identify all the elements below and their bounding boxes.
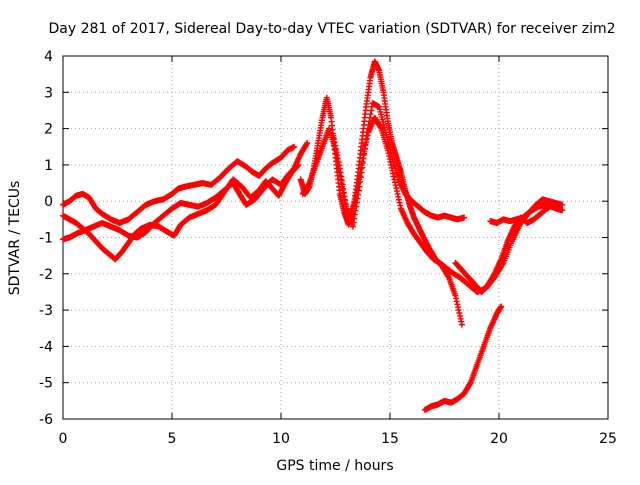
chart-title: Day 281 of 2017, Sidereal Day-to-day VTE…	[49, 21, 616, 37]
x-tick-label: 25	[599, 431, 617, 447]
y-tick-label: -4	[39, 339, 53, 355]
grid-layer	[63, 56, 608, 419]
data-point-track-3	[304, 140, 311, 147]
data-point-track-9	[559, 201, 566, 208]
y-tick-label: 0	[44, 194, 53, 210]
x-tick-label: 5	[168, 431, 177, 447]
x-tick-label: 15	[381, 431, 399, 447]
x-tick-label: 20	[490, 431, 508, 447]
x-tick-labels: 0 5 10 15 20 25	[59, 431, 617, 447]
data-points	[60, 58, 566, 413]
x-tick-label: 0	[59, 431, 68, 447]
data-point-track-4	[458, 321, 465, 328]
data-point-track-7	[498, 303, 505, 310]
y-tick-label: -3	[39, 303, 53, 319]
x-tick-label: 10	[272, 431, 290, 447]
y-tick-labels: -6 -5 -4 -3 -2 -1 0 1 2 3 4	[39, 49, 53, 428]
tick-layer	[62, 55, 609, 420]
y-tick-label: -5	[39, 376, 53, 392]
y-tick-label: -2	[39, 267, 53, 283]
y-tick-label: -1	[39, 231, 53, 247]
y-tick-label: 1	[44, 158, 53, 174]
data-point-track-1	[291, 143, 298, 150]
y-axis-label: SDTVAR / TECUs	[7, 181, 23, 296]
x-axis-label: GPS time / hours	[276, 458, 393, 474]
y-tick-label: 3	[44, 85, 53, 101]
y-tick-label: 2	[44, 122, 53, 138]
y-tick-label: -6	[39, 412, 53, 428]
data-point-track-6	[461, 214, 468, 221]
y-tick-label: 4	[44, 49, 53, 65]
